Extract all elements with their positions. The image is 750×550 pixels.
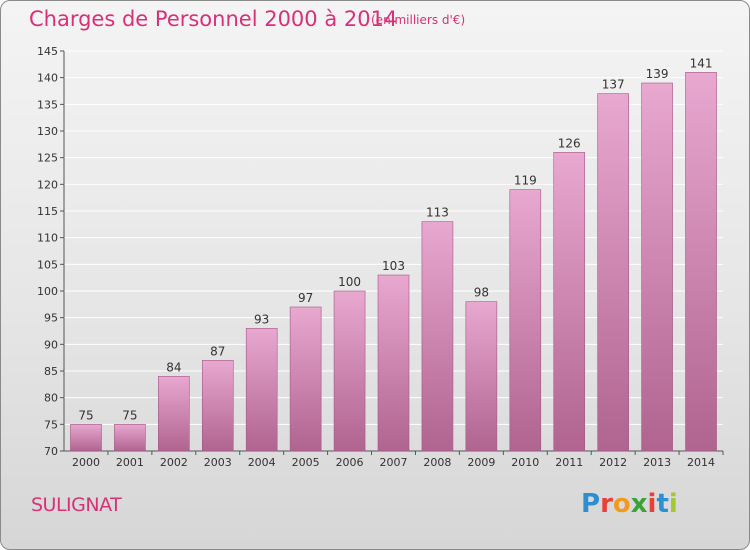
y-tick-label: 100 (37, 285, 58, 298)
x-tick-label: 2011 (555, 456, 583, 469)
y-tick-label: 70 (44, 445, 58, 458)
x-tick-labels: 2000 2001 2002 2003 2004 2005 2006 2007 2008 2009… (72, 451, 724, 469)
logo-letter: i (647, 489, 657, 519)
y-tick-label: 115 (37, 205, 58, 218)
x-tick-label: 2012 (599, 456, 627, 469)
x-tick-label: 2002 (160, 456, 188, 469)
data-labels: 75 75 84 87 93 97 100 103 113 98 119 126 137 139 141 (78, 56, 712, 422)
data-label: 75 (78, 408, 93, 422)
data-label: 75 (122, 408, 137, 422)
x-tick-label: 2007 (380, 456, 408, 469)
x-tick-label: 2004 (248, 456, 276, 469)
logo-letter: r (600, 489, 613, 519)
logo-letter: i (668, 489, 678, 519)
bar (421, 221, 454, 452)
y-tick-label: 80 (44, 392, 58, 405)
data-label: 119 (514, 174, 537, 188)
x-tick-label: 2000 (72, 456, 100, 469)
y-tick-label: 130 (37, 125, 58, 138)
bar (377, 274, 410, 452)
x-tick-label: 2006 (336, 456, 364, 469)
x-tick-label: 2010 (511, 456, 539, 469)
bar (641, 82, 673, 452)
data-label: 98 (474, 286, 489, 300)
bar (114, 424, 146, 452)
logo-letter: x (630, 489, 648, 519)
bar (597, 93, 629, 452)
bar (333, 290, 366, 452)
data-label: 141 (690, 56, 713, 70)
data-label: 100 (338, 275, 361, 289)
y-tick-label: 85 (44, 365, 58, 378)
x-tick-label: 2013 (643, 456, 671, 469)
bar (509, 189, 542, 452)
x-tick-label: 2014 (687, 456, 715, 469)
bar (158, 376, 190, 452)
y-tick-label: 135 (37, 98, 58, 111)
logo-letter: P (581, 489, 601, 519)
bar (553, 152, 586, 452)
y-tick-label: 90 (44, 338, 58, 351)
bar (465, 301, 498, 452)
bar (201, 360, 234, 452)
data-label: 126 (558, 136, 581, 150)
chart-subtitle: (en milliers d'€) (371, 13, 466, 27)
data-label: 84 (166, 360, 181, 374)
y-tick-label: 145 (37, 45, 58, 58)
y-tick-labels: 70 75 80 85 90 95 100 105 110 115 120 125 130 135 140 1… (37, 45, 64, 458)
y-tick-label: 105 (37, 258, 58, 271)
x-tick-label: 2008 (423, 456, 451, 469)
bar (70, 424, 102, 452)
x-tick-label: 2005 (292, 456, 320, 469)
y-tick-label: 120 (37, 178, 58, 191)
bar (245, 328, 278, 452)
data-label: 93 (254, 312, 269, 326)
data-label: 97 (298, 291, 313, 305)
x-tick-label: 2003 (204, 456, 232, 469)
x-tick-label: 2001 (116, 456, 144, 469)
y-tick-label: 75 (44, 418, 58, 431)
bars (70, 72, 717, 452)
data-label: 139 (646, 67, 669, 81)
y-tick-label: 140 (37, 72, 58, 85)
proxiti-logo: Proxiti (581, 489, 678, 519)
bar (289, 306, 322, 452)
x-tick-label: 2009 (467, 456, 495, 469)
data-label: 103 (382, 259, 405, 273)
chart-title: Charges de Personnel 2000 à 2014 (29, 7, 398, 31)
data-label: 113 (426, 206, 449, 220)
y-tick-label: 110 (37, 232, 58, 245)
bar (685, 72, 717, 452)
logo-letter: t (656, 489, 669, 519)
data-label: 137 (602, 78, 625, 92)
y-tick-label: 125 (37, 152, 58, 165)
y-tick-label: 95 (44, 312, 58, 325)
logo-letter: o (612, 489, 631, 519)
commune-name: SULIGNAT (31, 494, 122, 516)
data-label: 87 (210, 344, 225, 358)
